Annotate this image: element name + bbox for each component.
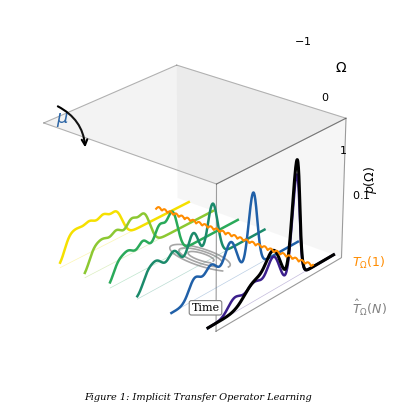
Text: $\hat{T}_\Omega(N)$: $\hat{T}_\Omega(N)$ (352, 298, 387, 318)
Text: $0.1$: $0.1$ (352, 189, 371, 201)
Text: $1$: $1$ (339, 144, 346, 156)
Text: $0$: $0$ (322, 91, 330, 103)
Text: $-1$: $-1$ (295, 35, 312, 47)
Text: Figure 1: Implicit Transfer Operator Learning: Figure 1: Implicit Transfer Operator Lea… (84, 393, 312, 402)
Text: $\Omega$: $\Omega$ (335, 60, 347, 75)
Text: $T_\Omega(1)$: $T_\Omega(1)$ (352, 255, 385, 271)
Text: $p(\Omega)$: $p(\Omega)$ (362, 166, 379, 194)
Text: $\mu$: $\mu$ (56, 111, 69, 129)
Text: Time: Time (191, 303, 219, 313)
